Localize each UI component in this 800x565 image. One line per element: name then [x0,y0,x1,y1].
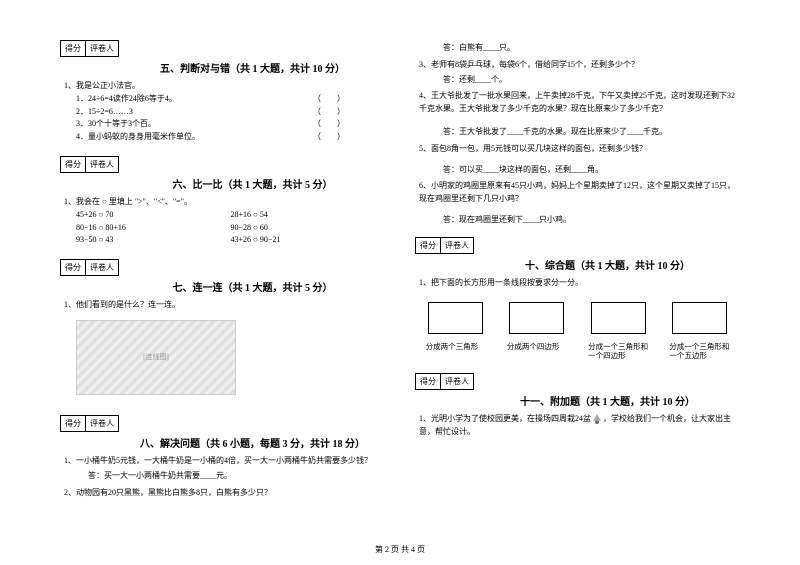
section-10: 得分 评卷人 十、综合题（共 1 大题，共计 10 分） 1、把下面的长方形用一… [415,237,740,361]
section-8-title: 八、解决问题（共 6 小题，每题 3 分，共计 18 分） [60,435,385,450]
q8-4: 4、王大爷批发了一批水果回来，上午卖掉28千克，下午又卖掉25千克，这时发现还剩… [419,90,740,116]
score-box: 得分 评卷人 [60,40,119,57]
left-column: 得分 评卷人 五、判断对与错（共 1 大题，共计 10 分） 1、我是公正小法官… [60,40,385,520]
section-7: 得分 评卷人 七、连一连（共 1 大题，共计 5 分） 1、他们看到的是什么？连… [60,259,385,403]
section-10-intro: 1、把下面的长方形用一条线段按要求分一分。 [419,277,740,290]
q8-6: 6、小明家的鸡圈里原来有45只小鸡，妈妈上个星期卖掉了12只，这个星期又卖掉了1… [419,180,740,206]
judge-item-4: 4．量小蚂蚁的身身用毫米作单位。（ ） [76,131,385,144]
score-box: 得分 评卷人 [415,237,474,254]
page-container: 得分 评卷人 五、判断对与错（共 1 大题，共计 10 分） 1、我是公正小法官… [60,40,740,520]
compare-item: 28+16 ○ 54 [231,209,386,222]
section-6-intro: 1、我会在 ○ 里填上 ">"、"<"、"="。 [64,196,385,209]
rect-label: 分成一个三角形和 一个五边形 [669,342,729,362]
rectangle-shape [428,302,483,334]
section-6-title: 六、比一比（共 1 大题，共计 5 分） [60,176,385,191]
score-label: 得分 [416,374,441,389]
rect-label: 分成两个三角形 [426,342,486,362]
q8-5: 5、面包8角一包，用5元钱可以买几块这样的面包，还剩多少钱？ [419,143,740,156]
score-label: 得分 [416,238,441,253]
section-7-intro: 1、他们看到的是什么？连一连。 [64,299,385,312]
section-8: 得分 评卷人 八、解决问题（共 6 小题，每题 3 分，共计 18 分） 1、一… [60,415,385,499]
rectangle-shape [591,302,646,334]
section-11: 得分 评卷人 十一、附加题（共 1 大题，共计 10 分） 1、光明小学为了使校… [415,373,740,439]
judge-item-3: 3．30个十等于3个百。（ ） [76,118,385,131]
reviewer-label: 评卷人 [86,41,118,56]
q8-1: 1、一小桶牛奶5元钱，一大桶牛奶是一小桶的4倍，买一大一小两桶牛奶共需要多少钱？ [64,455,385,468]
section-10-title: 十、综合题（共 1 大题，共计 10 分） [415,257,740,272]
section-7-title: 七、连一连（共 1 大题，共计 5 分） [60,279,385,294]
score-box: 得分 评卷人 [60,156,119,173]
q8-3: 3、老师有8袋乒乓球，每袋6个，借给同学15个，还剩多少个？ [419,59,740,72]
score-label: 得分 [61,41,86,56]
rectangle-shape [672,302,727,334]
section-11-title: 十一、附加题（共 1 大题，共计 10 分） [415,393,740,408]
judge-item-1: 1．24÷6=4读作24除6等于4。（ ） [76,93,385,106]
section-5-title: 五、判断对与错（共 1 大题，共计 10 分） [60,60,385,75]
score-label: 得分 [61,416,86,431]
compare-item: 90−28 ○ 60 [231,222,386,235]
a8-2: 答：白熊有____只。 [443,42,740,55]
compare-item: 93−50 ○ 43 [76,234,231,247]
image-alt: [连线图] [143,352,169,362]
q8-2: 2、动物园有20只黑熊，黑熊比白熊多8只，白熊有多少只？ [64,487,385,500]
a8-6: 答：现在鸡圈里还剩下____只小鸡。 [443,214,740,227]
a8-4: 答：王大爷批发了____千克的水果。现在比原来少了____千克。 [443,126,740,139]
reviewer-label: 评卷人 [441,238,473,253]
a8-5: 答：可以买____块这样的面包，还剩____角。 [443,164,740,177]
right-column: 答：白熊有____只。 3、老师有8袋乒乓球，每袋6个，借给同学15个，还剩多少… [415,40,740,520]
reviewer-label: 评卷人 [86,260,118,275]
section-5: 得分 评卷人 五、判断对与错（共 1 大题，共计 10 分） 1、我是公正小法官… [60,40,385,144]
q11-1a: 1、光明小学为了使校园更美，在操场四周栽24盆 [419,414,591,423]
a8-3: 答：还剩____个。 [443,74,740,87]
section-5-intro: 1、我是公正小法官。 [64,80,385,93]
score-box: 得分 评卷人 [60,259,119,276]
rect-label: 分成一个三角形和 一个四边形 [588,342,648,362]
q11-1: 1、光明小学为了使校园更美，在操场四周栽24盆 ，学校给我们一个机会，让大家出主… [419,413,740,439]
score-box: 得分 评卷人 [60,415,119,432]
shuttlecock-icon [593,414,601,424]
compare-item: 80−16 ○ 80+16 [76,222,231,235]
a8-1: 答：买一大一小两桶牛奶共需要____元。 [88,470,385,483]
rect-row [415,302,740,334]
reviewer-label: 评卷人 [441,374,473,389]
judge-item-2: 2．15÷2=6……3（ ） [76,106,385,119]
score-box: 得分 评卷人 [415,373,474,390]
connect-image: [连线图] [76,320,236,395]
section-6: 得分 评卷人 六、比一比（共 1 大题，共计 5 分） 1、我会在 ○ 里填上 … [60,156,385,247]
rectangle-shape [509,302,564,334]
rect-labels: 分成两个三角形 分成两个四边形 分成一个三角形和 一个四边形 分成一个三角形和 … [415,342,740,362]
rect-label: 分成两个四边形 [507,342,567,362]
score-label: 得分 [61,260,86,275]
compare-item: 43+26 ○ 90−21 [231,234,386,247]
reviewer-label: 评卷人 [86,416,118,431]
score-label: 得分 [61,157,86,172]
compare-item: 45+26 ○ 70 [76,209,231,222]
reviewer-label: 评卷人 [86,157,118,172]
page-footer: 第 2 页 共 4 页 [0,544,800,555]
compare-grid: 45+26 ○ 70 28+16 ○ 54 80−16 ○ 80+16 90−2… [76,209,385,247]
